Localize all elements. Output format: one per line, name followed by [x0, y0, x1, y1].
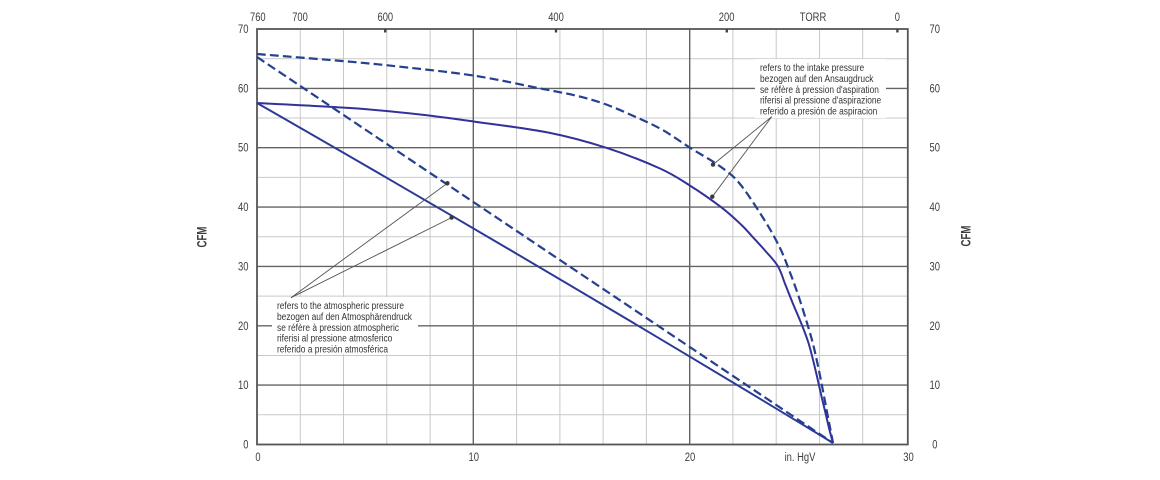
- svg-text:20: 20: [238, 321, 249, 333]
- svg-text:400: 400: [548, 12, 564, 24]
- svg-text:se réfère à pression atmospher: se réfère à pression atmospheric: [277, 323, 399, 334]
- svg-text:200: 200: [719, 12, 735, 24]
- svg-text:0: 0: [895, 12, 900, 24]
- svg-text:0: 0: [932, 440, 937, 452]
- svg-text:30: 30: [930, 261, 941, 273]
- svg-text:60: 60: [930, 83, 941, 95]
- svg-text:TORR: TORR: [800, 12, 827, 24]
- svg-text:0: 0: [243, 440, 248, 452]
- svg-text:10: 10: [469, 452, 480, 464]
- svg-text:40: 40: [930, 202, 941, 214]
- svg-text:70: 70: [930, 24, 941, 36]
- svg-text:riferisi al pressione atmosfer: riferisi al pressione atmosferico: [277, 334, 393, 345]
- svg-text:760: 760: [250, 12, 266, 24]
- svg-text:10: 10: [238, 380, 249, 392]
- svg-text:referido a presión atmosférica: referido a presión atmosférica: [277, 345, 388, 356]
- svg-text:20: 20: [930, 321, 941, 333]
- svg-text:60: 60: [238, 83, 249, 95]
- svg-text:riferisi al pressione d'aspira: riferisi al pressione d'aspirazione: [760, 96, 882, 107]
- svg-text:700: 700: [292, 12, 308, 24]
- svg-text:bezogen auf den Atmosphärendru: bezogen auf den Atmosphärendruck: [277, 312, 413, 323]
- svg-text:20: 20: [685, 452, 696, 464]
- svg-text:CFM: CFM: [195, 227, 210, 248]
- svg-text:600: 600: [378, 12, 394, 24]
- svg-text:30: 30: [238, 261, 249, 273]
- svg-text:se réfère à pression d'aspirat: se réfère à pression d'aspiration: [760, 85, 879, 96]
- svg-text:0: 0: [255, 452, 260, 464]
- svg-text:30: 30: [903, 452, 914, 464]
- svg-text:40: 40: [238, 202, 249, 214]
- svg-text:CFM: CFM: [958, 226, 973, 247]
- svg-text:referido a presión de aspiraci: referido a presión de aspiracion: [760, 107, 877, 118]
- svg-text:50: 50: [238, 143, 249, 155]
- svg-text:50: 50: [930, 143, 941, 155]
- svg-text:bezogen auf den Ansaugdruck: bezogen auf den Ansaugdruck: [760, 74, 874, 85]
- svg-text:10: 10: [930, 380, 941, 392]
- svg-text:70: 70: [238, 24, 249, 36]
- svg-text:refers to the intake pressure: refers to the intake pressure: [760, 63, 865, 74]
- svg-text:in. HgV: in. HgV: [785, 452, 816, 464]
- svg-text:refers to the atmospheric pres: refers to the atmospheric pressure: [277, 301, 404, 312]
